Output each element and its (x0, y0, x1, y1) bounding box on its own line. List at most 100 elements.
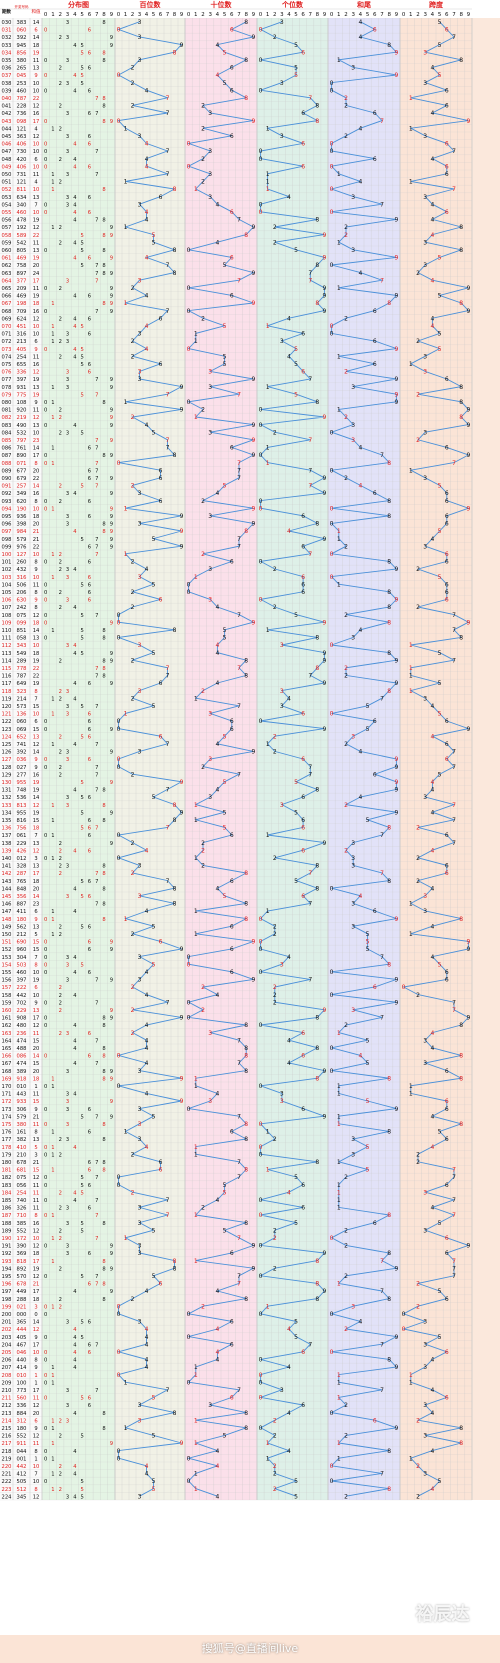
sum-label: 8 (34, 560, 37, 566)
trend-point-digit: 5 (223, 627, 227, 634)
distribution-digit: 6 (88, 590, 91, 596)
trend-point-digit: 6 (159, 733, 163, 740)
distribution-digit: 7 (95, 377, 98, 383)
trend-point-digit: 5 (223, 1227, 227, 1234)
distribution-digit: 3 (66, 1122, 69, 1128)
sum-label: 10 (33, 332, 40, 338)
trend-point-digit: 6 (159, 597, 163, 604)
distribution-digit: 9 (110, 225, 113, 231)
trend-point-digit: 6 (445, 1098, 449, 1105)
distribution-digit: 5 (80, 1320, 83, 1326)
sum-label: 17 (33, 278, 40, 284)
header-digit: 7 (95, 12, 99, 18)
number-label: 702 (17, 1000, 27, 1006)
trend-point-digit: 8 (459, 1425, 463, 1432)
trend-point-digit: 3 (423, 194, 427, 201)
trend-point-digit: 3 (423, 794, 427, 801)
period-label: 098 (2, 537, 12, 543)
trend-point-digit: 5 (294, 391, 298, 398)
trend-point-digit: 8 (173, 802, 177, 809)
number-label: 552 (17, 1228, 27, 1234)
trend-point-digit: 7 (166, 665, 170, 672)
sum-label: 13 (33, 924, 40, 930)
period-label: 150 (2, 932, 12, 938)
distribution-digit: 4 (73, 347, 77, 353)
trend-point-digit: 9 (394, 255, 398, 262)
distribution-digit: 5 (80, 636, 83, 642)
number-label: 377 (17, 278, 27, 284)
period-label: 102 (2, 567, 12, 573)
trend-point-digit: 4 (145, 1334, 149, 1341)
number-label: 630 (17, 598, 27, 604)
period-label: 076 (2, 370, 12, 376)
number-label: 340 (17, 202, 27, 208)
period-label: 058 (2, 233, 12, 239)
period-label: 210 (2, 1388, 12, 1394)
distribution-digit: 6 (88, 1031, 91, 1037)
trend-point-digit: 6 (445, 870, 449, 877)
trend-point-digit: 0 (259, 156, 263, 163)
distribution-digit: 6 (88, 1130, 91, 1136)
sum-label: 3 (34, 856, 37, 862)
number-label: 382 (17, 1137, 27, 1143)
period-label: 149 (2, 924, 12, 930)
trend-point-digit: 6 (373, 1220, 377, 1227)
trend-point-digit: 0 (187, 285, 191, 292)
sum-label: 10 (33, 187, 40, 193)
trend-point-digit: 2 (273, 566, 277, 573)
number-label: 045 (17, 73, 27, 79)
credit-text: 搜狐号@直播间live (201, 1642, 299, 1655)
period-label: 113 (2, 651, 12, 657)
period-label: 157 (2, 985, 12, 991)
distribution-digit: 9 (110, 233, 113, 239)
trend-point-digit: 0 (330, 87, 334, 94)
distribution-digit: 5 (80, 240, 83, 246)
distribution-digit: 9 (110, 438, 113, 444)
trend-point-digit: 4 (358, 1053, 362, 1060)
period-label: 135 (2, 818, 12, 824)
trend-point-digit: 3 (138, 369, 142, 376)
distribution-digit: 1 (51, 552, 54, 558)
sum-label: 12 (33, 742, 40, 748)
trend-point-digit: 5 (152, 961, 156, 968)
trend-point-digit: 7 (166, 787, 170, 794)
trend-point-digit: 8 (173, 885, 177, 892)
trend-point-digit: 7 (452, 1258, 456, 1265)
trend-point-digit: 7 (166, 1212, 170, 1219)
distribution-digit: 5 (80, 651, 83, 657)
distribution-digit: 8 (102, 1054, 105, 1060)
trend-point-digit: 2 (344, 612, 348, 619)
trend-point-digit: 5 (152, 1395, 156, 1402)
trend-point-digit: 1 (337, 1205, 341, 1212)
trend-point-digit: 5 (294, 346, 298, 353)
trend-point-digit: 6 (159, 475, 163, 482)
trend-point-digit: 7 (380, 277, 384, 284)
trend-point-digit: 4 (215, 1448, 219, 1455)
trend-point-digit: 9 (394, 756, 398, 763)
period-label: 122 (2, 719, 12, 725)
period-label: 222 (2, 1479, 12, 1485)
distribution-digit: 7 (95, 446, 98, 452)
distribution-digit: 3 (66, 1107, 69, 1113)
trend-point-digit: 3 (423, 80, 427, 87)
number-label: 773 (17, 1388, 27, 1394)
distribution-digit: 3 (66, 377, 69, 383)
number-label: 690 (17, 940, 27, 946)
header-digit: 2 (131, 12, 135, 18)
trend-point-digit: 0 (187, 1106, 191, 1113)
trend-point-digit: 2 (273, 992, 277, 999)
header-digit: 8 (102, 12, 106, 18)
distribution-digit: 0 (44, 1274, 47, 1280)
distribution-digit: 9 (110, 1289, 113, 1295)
distribution-digit: 2 (59, 567, 62, 573)
trend-point-digit: 6 (445, 521, 449, 528)
sum-label: 15 (33, 704, 40, 710)
trend-point-digit: 6 (445, 163, 449, 170)
trend-point-digit: 0 (330, 1045, 334, 1052)
sum-label: 11 (33, 1183, 40, 1189)
period-label: 093 (2, 499, 12, 505)
period-label: 140 (2, 856, 12, 862)
trend-point-digit: 0 (117, 832, 121, 839)
trend-point-digit: 0 (259, 1395, 263, 1402)
trend-point-digit: 2 (131, 1151, 135, 1158)
